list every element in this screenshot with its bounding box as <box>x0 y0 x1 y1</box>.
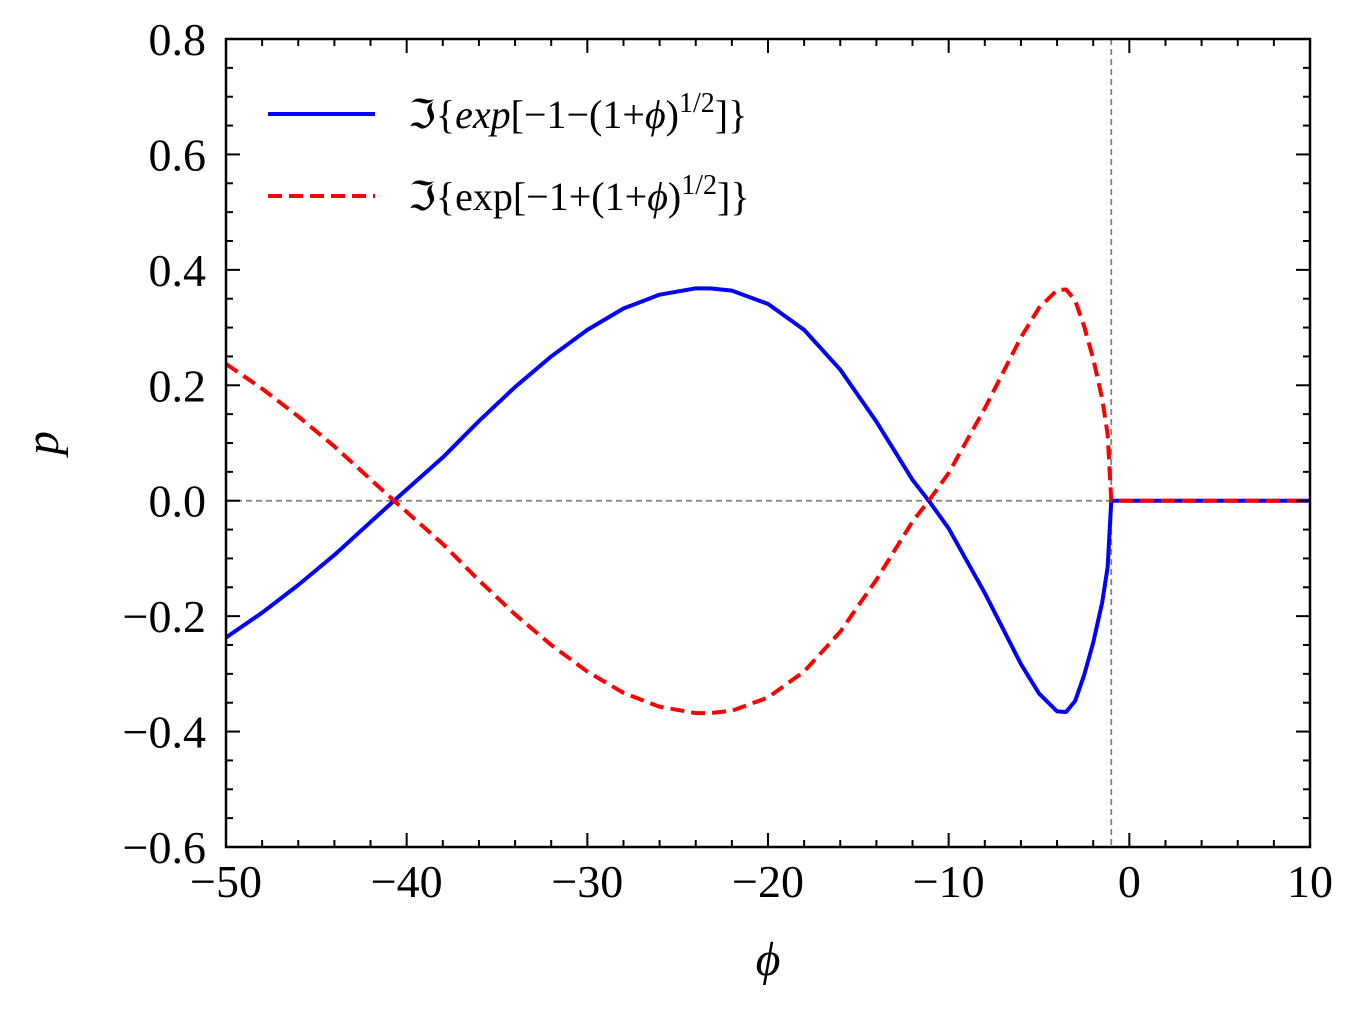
legend-label-red: ℑ{exp[−1+(1+ϕ)1/2]} <box>408 170 750 219</box>
series-line-blue <box>224 286 1310 714</box>
y-tick-label: −0.6 <box>123 822 206 873</box>
x-axis-label: ϕ <box>756 933 781 986</box>
series-line-red <box>224 287 1310 716</box>
legend: ℑ{exp[−1−(1+ϕ)1/2]} ℑ{exp[−1+(1+ϕ)1/2]} <box>268 88 750 219</box>
x-tick-label: −40 <box>371 856 443 907</box>
y-tick-label: 0.6 <box>149 129 207 180</box>
legend-label-blue: ℑ{exp[−1−(1+ϕ)1/2]} <box>408 88 747 137</box>
x-tick-label: −10 <box>913 856 985 907</box>
y-tick-labels: −0.6 −0.4 −0.2 0.0 0.2 0.4 0.6 0.8 <box>123 14 206 873</box>
reference-lines <box>226 39 1310 847</box>
x-tick-label: 0 <box>1118 856 1141 907</box>
plot-frame <box>224 37 1312 849</box>
y-tick-label: −0.2 <box>123 591 206 642</box>
y-tick-label: −0.4 <box>123 707 206 758</box>
ticks-layer <box>225 38 1311 848</box>
y-axis-label: p <box>16 431 69 458</box>
y-tick-label: 0.4 <box>149 245 207 296</box>
x-tick-label: −30 <box>551 856 623 907</box>
x-tick-label: 10 <box>1287 856 1333 907</box>
y-tick-label: 0.8 <box>149 14 207 65</box>
x-tick-labels: −50 −40 −30 −20 −10 0 10 <box>190 856 1333 907</box>
x-tick-label: −20 <box>732 856 804 907</box>
y-tick-label: 0.2 <box>149 360 207 411</box>
series-layer <box>224 286 1310 716</box>
x-tick-label: −50 <box>190 856 262 907</box>
y-tick-label: 0.0 <box>149 476 207 527</box>
